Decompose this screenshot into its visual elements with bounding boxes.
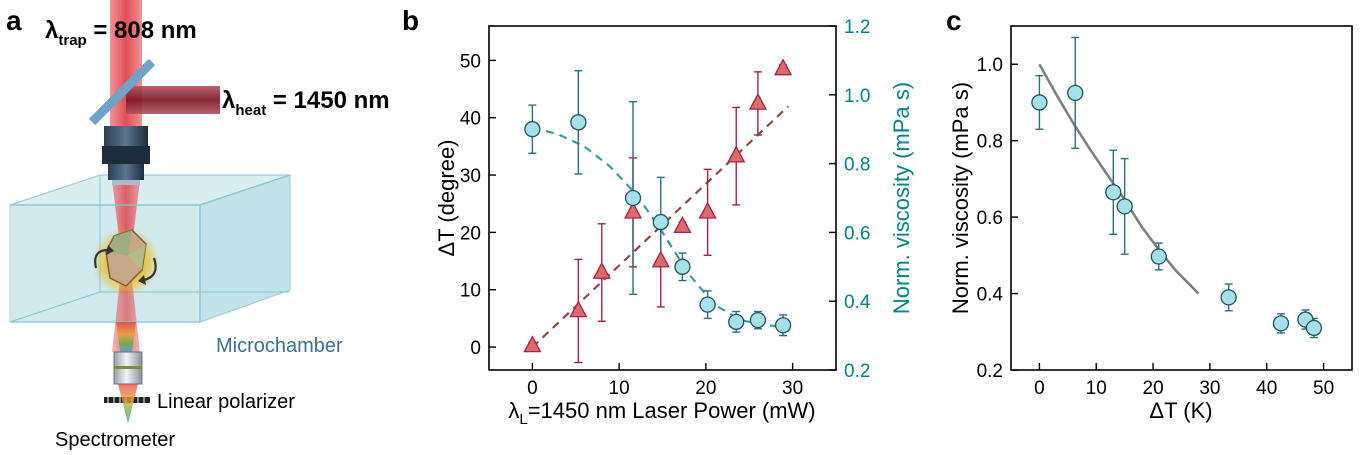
temperature-point — [569, 300, 588, 318]
viscosity-point — [774, 317, 792, 334]
chart-c-error-bars — [1035, 36, 1318, 339]
panel-a-letter: a — [6, 5, 22, 36]
chart-c: 0 10 20 30 40 50 0.2 0.4 0.6 0.8 1.0 Norm. viscos… — [948, 25, 1353, 423]
chart-b-frame — [488, 25, 837, 371]
y-tick-label: 0.2 — [977, 361, 1003, 382]
x-tick-label: 10 — [1086, 378, 1107, 399]
spectrometer-label: Spectrometer — [55, 429, 175, 451]
chart-b-y2label: Norm. viscosity (mPa s) — [889, 82, 914, 314]
chart-b-x-ticks: 0 10 20 30 — [527, 363, 803, 399]
y-tick-label: 10 — [460, 281, 481, 302]
panel-c: c 0 10 20 30 40 50 0.2 0.4 0.6 0.8 1.0 Norm. visc… — [946, 5, 1353, 423]
panel-c-letter: c — [946, 5, 962, 36]
y-tick-label: 50 — [460, 51, 481, 72]
viscosity-model-curve — [1038, 63, 1200, 295]
x-tick-label: 20 — [1143, 378, 1164, 399]
chart-c-x-ticks: 0 10 20 30 40 50 — [1034, 363, 1334, 399]
viscosity-point — [1150, 248, 1167, 265]
temperature-point — [748, 92, 768, 110]
x-tick-label: 40 — [1256, 378, 1277, 399]
x-tick-label: 20 — [695, 378, 716, 399]
chart-c-fit — [1038, 63, 1200, 295]
x-tick-label: 50 — [1313, 378, 1334, 399]
chart-b-y2-ticks: 0.2 0.4 0.6 0.8 1.0 1.2 — [829, 17, 871, 382]
panel-b-letter: b — [402, 5, 419, 36]
chart-c-markers — [1031, 84, 1323, 337]
trap-wavelength-label: λtrap = 808 nm — [45, 17, 197, 49]
viscosity-point — [624, 189, 642, 207]
dichroic-mirror — [88, 58, 156, 126]
y-tick-label: 20 — [460, 223, 481, 244]
x-tick-label: 30 — [782, 378, 803, 399]
chart-b-markers — [523, 58, 793, 353]
chart-b-ylabel: ΔT (degree) — [434, 139, 459, 256]
y-tick-label: 0 — [470, 338, 481, 359]
x-tick-label: 0 — [1034, 378, 1045, 399]
y-tick-label: 0.4 — [977, 285, 1004, 306]
y-tick-label: 0.6 — [977, 208, 1003, 229]
temperature-point — [651, 250, 670, 268]
microchamber-label: Microchamber — [216, 335, 343, 357]
objective-lens — [102, 126, 150, 185]
heat-wavelength-label: λheat = 1450 nm — [222, 87, 390, 119]
panel-b: b 0 10 20 30 0 10 20 30 40 50 0.2 0.4 0.6 0.8 1.0 1.2… — [402, 5, 914, 428]
viscosity-point — [1105, 184, 1122, 201]
viscosity-point — [699, 296, 716, 313]
x-tick-label: 0 — [527, 378, 538, 399]
heat-beam — [126, 86, 220, 114]
chart-b-error-bars — [528, 64, 788, 364]
viscosity-point — [1067, 84, 1084, 102]
y-tick-label: 30 — [460, 166, 481, 187]
chart-b-y-ticks: 0 10 20 30 40 50 — [460, 51, 496, 359]
collection-lens — [113, 351, 143, 385]
viscosity-point — [524, 121, 541, 138]
panel-a: a — [6, 0, 390, 451]
viscosity-point — [1305, 319, 1323, 337]
y-tick-label: 1.0 — [977, 55, 1003, 76]
viscosity-point — [1116, 198, 1133, 215]
y2-tick-label: 0.8 — [844, 155, 870, 176]
chart-b-xlabel: λL=1450 nm Laser Power (mW) — [508, 398, 815, 428]
temperature-point — [727, 145, 746, 163]
y2-tick-label: 1.2 — [844, 17, 870, 38]
viscosity-point — [570, 114, 587, 131]
spectral-beam — [116, 322, 136, 352]
spectrometer-beam — [118, 384, 138, 424]
temperature-point — [673, 215, 692, 234]
viscosity-fit-line — [532, 126, 789, 329]
chart-c-xlabel: ΔT (K) — [1149, 398, 1212, 423]
y-tick-label: 40 — [460, 109, 481, 130]
y2-tick-label: 0.2 — [844, 361, 870, 382]
viscosity-point — [749, 311, 767, 329]
chart-b: 0 10 20 30 0 10 20 30 40 50 0.2 0.4 0.6 0.8 1.0 1.2 Δ… — [434, 17, 914, 428]
viscosity-point — [728, 313, 745, 330]
temperature-point — [773, 58, 793, 76]
viscosity-point — [652, 213, 669, 231]
temperature-point — [698, 201, 717, 219]
viscosity-point — [1272, 315, 1290, 332]
y2-tick-label: 0.4 — [844, 292, 871, 313]
y2-tick-label: 0.6 — [844, 223, 870, 244]
temperature-point — [623, 201, 643, 219]
nanoparticle — [92, 228, 160, 296]
temperature-point — [592, 261, 611, 279]
x-tick-label: 30 — [1199, 378, 1220, 399]
temperature-point — [523, 335, 542, 353]
y-tick-label: 0.8 — [977, 132, 1003, 153]
x-tick-label: 10 — [609, 378, 630, 399]
chart-c-frame — [1010, 25, 1353, 371]
polarizer-label: Linear polarizer — [157, 391, 295, 413]
viscosity-point — [1031, 94, 1048, 111]
microchamber-front — [10, 174, 291, 323]
chart-c-y-ticks: 0.2 0.4 0.6 0.8 1.0 — [977, 55, 1018, 382]
viscosity-point — [1220, 289, 1237, 306]
y2-tick-label: 1.0 — [844, 86, 870, 107]
chart-c-ylabel: Norm. viscosity (mPa s) — [948, 82, 973, 314]
viscosity-point — [674, 258, 691, 275]
